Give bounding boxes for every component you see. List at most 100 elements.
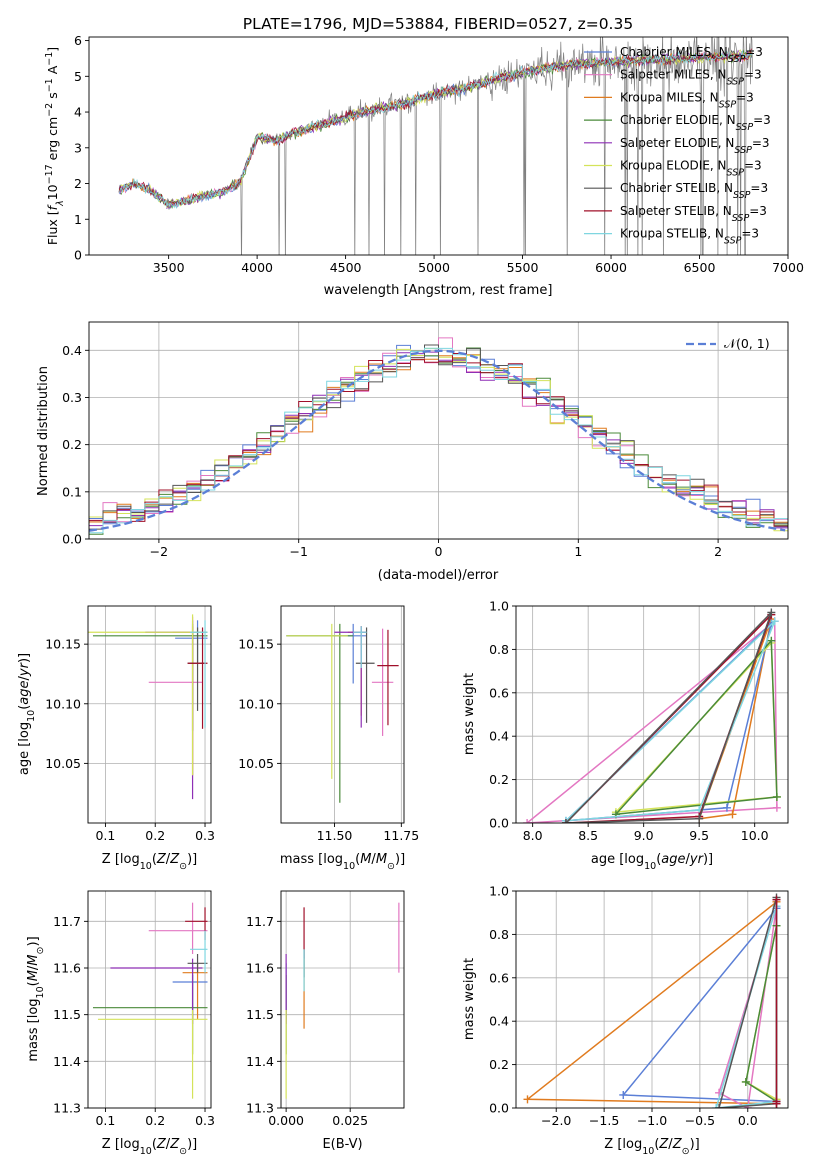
y-tick-label: 0.4 — [489, 1014, 509, 1029]
weight-marker — [715, 1088, 724, 1097]
y-tick-label: 11.3 — [246, 1101, 274, 1116]
weight-marker — [772, 792, 781, 801]
legend-label: 𝒩(0, 1) — [724, 336, 770, 351]
x-tick-label: 11.75 — [383, 828, 419, 843]
errorbar-point — [190, 930, 208, 973]
weight-marker — [741, 1077, 750, 1086]
age_vs_Z-frame — [87, 605, 212, 824]
errorbar-point — [371, 628, 394, 736]
y-tick-label: 11.5 — [53, 1007, 81, 1022]
errorbar-point — [182, 963, 208, 1020]
x-tick-label: −1.0 — [637, 1113, 667, 1128]
x-tick-label: 2 — [714, 544, 722, 559]
weight-marker — [767, 608, 776, 617]
y-tick-label: 0.8 — [489, 927, 509, 942]
y-tick-label: 11.6 — [53, 961, 81, 976]
x-tick-label: 0.000 — [268, 1113, 304, 1128]
errorbar-point — [347, 626, 367, 716]
x-tick-label: 4500 — [330, 260, 362, 275]
x-tick-label: −0.5 — [685, 1113, 715, 1128]
weight-marker — [619, 1090, 628, 1099]
errorbar-point — [145, 620, 208, 800]
legend-label: Chabrier ELODIE, NSSP=3 — [620, 113, 771, 133]
y-tick-label: 11.4 — [246, 1054, 274, 1069]
weight-marker — [772, 895, 781, 904]
age_vs_mass-x-axis-label: mass [log10(M/M⊙)] — [280, 852, 405, 872]
x-tick-label: 0.3 — [195, 1113, 215, 1128]
y-tick-label: 5 — [74, 69, 82, 84]
errorbar-point — [185, 907, 208, 940]
x-tick-label: 5000 — [418, 260, 450, 275]
x-tick-label: 0.025 — [332, 1113, 368, 1128]
errorbar-point — [286, 623, 348, 779]
mass_vs_Z-axes: 0.1 0.2 0.3 11.3 11.4 11.5 11.6 11.7 Z [log10(Z/… — [26, 890, 215, 1157]
mass_vs_ebv-axes: 0.000 0.025 11.3 11.4 11.5 11.6 11.7 E(B-V) — [246, 890, 405, 1152]
errorbar-point — [148, 616, 203, 730]
y-tick-label: 11.7 — [53, 914, 81, 929]
age_vs_Z-x-axis-label: Z [log10(Z/Z⊙)] — [102, 852, 197, 872]
weight_vs_Z-axes: −2.0 −1.5 −1.0 −0.5 0.0 0.0 0.2 0.4 0.6 0.8 1.0 Z [… — [462, 884, 789, 1157]
weight_vs_Z-y-axis-label: mass weight — [462, 958, 477, 1040]
errorbar-point — [190, 620, 208, 728]
weight-marker — [695, 814, 704, 823]
y-tick-label: 0.2 — [62, 437, 82, 452]
errorbar-point — [377, 629, 399, 726]
mass_vs_ebv-plot-area — [285, 902, 400, 1099]
x-tick-label: −2.0 — [541, 1113, 571, 1128]
legend-label: Salpeter MILES, NSSP=3 — [620, 68, 762, 88]
x-tick-label: 0.1 — [95, 1113, 115, 1128]
y-tick-label: 11.4 — [53, 1054, 81, 1069]
x-tick-label: 5500 — [507, 260, 539, 275]
y-tick-label: 0 — [74, 248, 82, 263]
model-spectrum-line — [118, 49, 753, 210]
errorbar-point — [172, 963, 208, 1020]
y-tick-label: 0.0 — [489, 1101, 509, 1116]
y-tick-label: 0.2 — [489, 1057, 509, 1072]
errorbar-point — [187, 627, 208, 729]
spectrum-frame — [88, 36, 789, 256]
spectrum-plot-area — [118, 37, 753, 255]
y-tick-label: 10.15 — [45, 637, 81, 652]
figure-title: PLATE=1796, MJD=53884, FIBERID=0527, z=0… — [243, 15, 633, 33]
mass_vs_ebv-frame — [280, 890, 405, 1109]
x-tick-label: 0.1 — [95, 828, 115, 843]
mass_vs_Z-x-axis-label: Z [log10(Z/Z⊙)] — [102, 1137, 197, 1157]
y-tick-label: 11.7 — [246, 914, 274, 929]
weight-marker — [523, 819, 532, 823]
residuals-y-axis-label: Normed distribution — [36, 366, 51, 496]
weight-marker — [772, 803, 781, 812]
age_vs_mass-axes: 11.50 11.75 10.05 10.10 10.15 mass [log10(M/M… — [238, 605, 419, 872]
x-tick-label: 6500 — [684, 260, 716, 275]
legend-label: Salpeter STELIB, NSSP=3 — [620, 204, 767, 224]
weight-marker — [772, 1097, 781, 1106]
residual-histogram — [89, 347, 788, 539]
age_vs_mass-frame — [280, 605, 405, 824]
weight-line — [525, 619, 778, 823]
mass_vs_Z-y-axis-label: mass [log10(M/M⊙)] — [26, 936, 46, 1061]
weight-marker — [715, 1104, 724, 1108]
errorbar-point — [187, 954, 208, 973]
x-tick-label: 3500 — [153, 260, 185, 275]
legend-label: Kroupa ELODIE, NSSP=3 — [620, 159, 762, 179]
x-tick-label: 8.0 — [523, 828, 543, 843]
y-tick-label: 10.10 — [238, 696, 274, 711]
weight-marker — [722, 803, 731, 812]
y-tick-label: 10.15 — [238, 637, 274, 652]
weight-marker — [712, 1104, 721, 1108]
y-tick-label: 11.5 — [246, 1007, 274, 1022]
y-tick-label: 6 — [74, 33, 82, 48]
y-tick-label: 0.6 — [489, 685, 509, 700]
spectrum-y-axis-label: Flux [fλ10−17 erg cm−2 s−1 A−1] — [44, 47, 66, 245]
y-tick-label: 3 — [74, 140, 82, 155]
x-tick-label: 6000 — [595, 260, 627, 275]
weight-line — [564, 611, 773, 823]
weight-marker — [767, 636, 776, 645]
errorbar-point — [92, 623, 208, 732]
weight_vs_Z-x-axis-label: Z [log10(Z/Z⊙)] — [604, 1137, 699, 1157]
errorbar-point — [110, 958, 203, 1024]
x-tick-label: 0.2 — [145, 1113, 165, 1128]
x-tick-label: −2 — [150, 544, 168, 559]
model-spectrum-line — [118, 49, 753, 209]
age_vs_Z-axes: 0.1 0.2 0.3 10.05 10.10 10.15 Z [log10(Z/Z⊙)] a… — [17, 605, 215, 872]
